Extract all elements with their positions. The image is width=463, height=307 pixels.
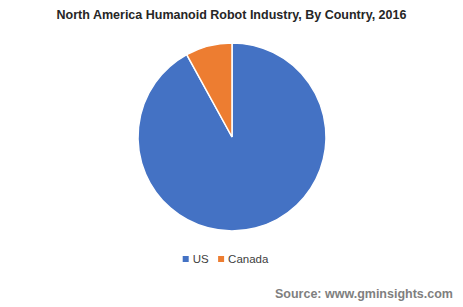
- legend-swatch: [218, 256, 224, 262]
- source: Source: www.gminsights.com: [275, 287, 453, 301]
- title: North America Humanoid Robot Industry, B…: [57, 8, 407, 22]
- background: [0, 0, 463, 307]
- legend-label: Canada: [228, 253, 269, 265]
- legend: US Canada: [183, 253, 269, 265]
- legend-label: US: [193, 253, 209, 265]
- legend-swatch: [183, 256, 189, 262]
- slice: [138, 43, 326, 231]
- pie: [138, 43, 326, 231]
- chart: North America Humanoid Robot Industry, B…: [0, 0, 463, 307]
- chart-root: North America Humanoid Robot Industry, B…: [0, 0, 463, 307]
- slice: [187, 43, 232, 137]
